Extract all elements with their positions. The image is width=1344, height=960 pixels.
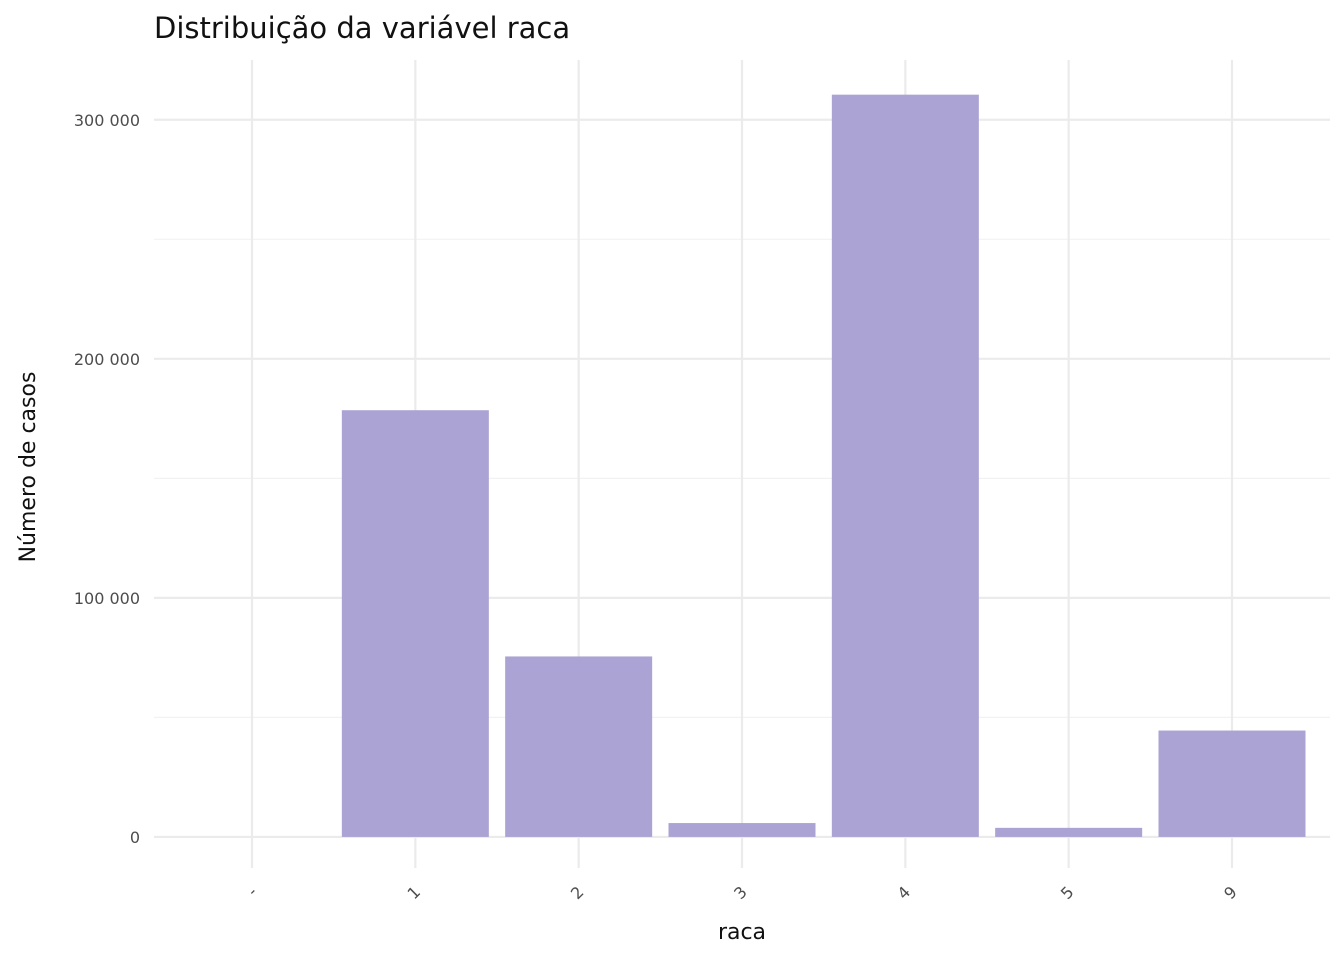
y-tick-label: 300 000 xyxy=(74,111,140,130)
bar-2 xyxy=(505,656,653,837)
bars xyxy=(341,94,1306,837)
bar-9 xyxy=(1158,730,1306,837)
y-tick-label: 100 000 xyxy=(74,589,140,608)
x-axis-title: raca xyxy=(718,920,766,945)
y-tick-label: 200 000 xyxy=(74,350,140,369)
bar-5 xyxy=(995,827,1143,837)
bar-3 xyxy=(668,823,816,837)
y-axis-title: Número de casos xyxy=(16,372,41,563)
chart-title: Distribuição da variável raca xyxy=(154,11,570,45)
y-tick-label: 0 xyxy=(130,828,140,847)
y-axis: 0 100 000 200 000 300 000 xyxy=(74,111,140,847)
bar-4 xyxy=(831,94,979,837)
bar-1 xyxy=(341,410,489,837)
